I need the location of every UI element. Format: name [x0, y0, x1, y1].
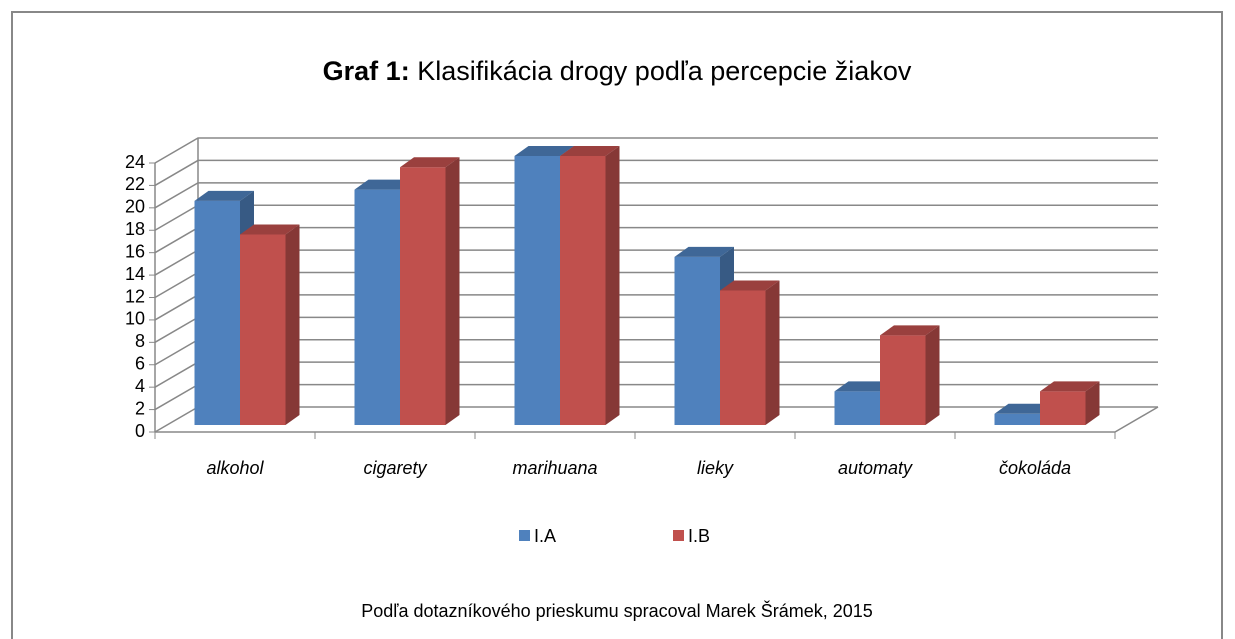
- bar-top: [1040, 381, 1100, 392]
- bar-side: [925, 325, 940, 425]
- bar-front: [354, 189, 400, 425]
- bar-top: [354, 179, 414, 190]
- bar-top: [240, 224, 300, 235]
- bar-side: [445, 157, 460, 426]
- bar-front: [560, 156, 606, 425]
- x-tick-label: alkohol: [206, 458, 264, 478]
- y-tick-label: 14: [125, 264, 145, 284]
- bar-top: [560, 146, 620, 156]
- bar-side: [1085, 381, 1100, 425]
- bar-front: [674, 256, 720, 425]
- legend-label: I.A: [534, 526, 556, 546]
- y-tick-label: 16: [125, 241, 145, 261]
- y-tick-label: 24: [125, 152, 145, 172]
- legend-swatch: [673, 530, 684, 541]
- x-tick-label: cigarety: [363, 458, 427, 478]
- bar-top: [834, 381, 894, 392]
- bar-front: [720, 290, 766, 425]
- bar-front: [514, 156, 560, 425]
- bar-front: [1040, 391, 1086, 425]
- y-tick-label: 6: [135, 354, 145, 374]
- bar-top: [880, 325, 940, 336]
- bar-front: [880, 335, 926, 425]
- bar-side: [765, 280, 780, 425]
- bar-side: [285, 224, 300, 425]
- y-tick-label: 8: [135, 331, 145, 351]
- x-tick-label: čokoláda: [999, 458, 1071, 478]
- bar-front: [400, 167, 446, 426]
- legend-label: I.B: [688, 526, 710, 546]
- y-tick-label: 12: [125, 286, 145, 306]
- x-tick-label: lieky: [697, 458, 734, 478]
- bar-front: [834, 391, 880, 425]
- bar-top: [400, 157, 460, 168]
- y-tick-label: 2: [135, 398, 145, 418]
- bar-top: [720, 280, 780, 291]
- y-tick-label: 22: [125, 174, 145, 194]
- bar-top: [994, 403, 1054, 414]
- title-prefix: Graf 1:: [323, 56, 410, 86]
- y-tick-label: 20: [125, 197, 145, 217]
- y-tick-label: 0: [135, 421, 145, 441]
- x-tick-label: marihuana: [512, 458, 597, 478]
- bar-top: [674, 246, 734, 257]
- bar-top: [194, 190, 254, 201]
- bar-front: [994, 413, 1040, 425]
- bar-front: [240, 234, 286, 425]
- caption: Podľa dotazníkového prieskumu spracoval …: [361, 600, 873, 621]
- x-tick-label: automaty: [838, 458, 913, 478]
- y-tick-label: 10: [125, 309, 145, 329]
- legend-swatch: [519, 530, 530, 541]
- bar-top: [514, 146, 574, 156]
- y-tick-label: 4: [135, 376, 145, 396]
- bar-front: [194, 200, 240, 425]
- bar-side: [605, 146, 620, 425]
- chart-title: Graf 1: Klasifikácia drogy podľa percepc…: [323, 56, 912, 86]
- title-text: Klasifikácia drogy podľa percepcie žiako…: [417, 56, 912, 86]
- y-tick-label: 18: [125, 219, 145, 239]
